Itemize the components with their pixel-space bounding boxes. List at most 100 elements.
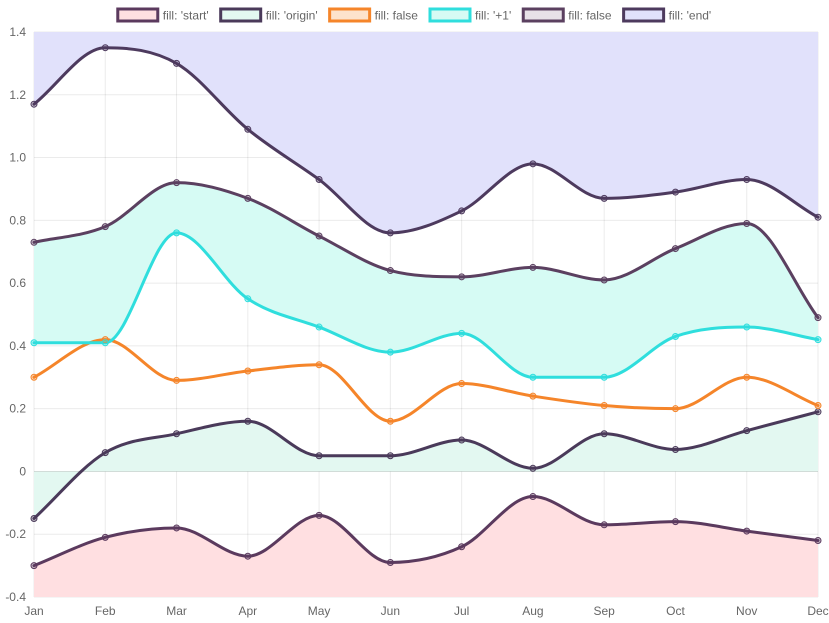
legend-label: fill: '+1' bbox=[475, 9, 511, 23]
data-point-series-1-apr[interactable] bbox=[244, 552, 252, 560]
x-tick-label: Sep bbox=[594, 604, 616, 618]
data-point-series-6-sep[interactable] bbox=[600, 194, 608, 202]
y-tick-label: 0 bbox=[19, 464, 26, 478]
data-point-series-3-jan[interactable] bbox=[30, 373, 38, 381]
x-tick-label: Jul bbox=[454, 604, 469, 618]
data-point-series-6-nov[interactable] bbox=[743, 176, 751, 184]
x-tick-label: Feb bbox=[95, 604, 116, 618]
legend-label: fill: 'start' bbox=[163, 9, 209, 23]
y-tick-label: 0.4 bbox=[9, 339, 26, 353]
data-point-series-1-dec[interactable] bbox=[814, 537, 822, 544]
legend-item-4[interactable]: fill: '+1' bbox=[428, 7, 511, 23]
data-point-series-6-feb[interactable] bbox=[101, 44, 109, 52]
data-point-series-6-may[interactable] bbox=[315, 176, 323, 184]
data-point-series-4-jan[interactable] bbox=[30, 339, 38, 347]
legend-item-5[interactable]: fill: false bbox=[521, 7, 612, 23]
data-point-series-1-jun[interactable] bbox=[386, 558, 394, 566]
legend-item-1[interactable]: fill: 'start' bbox=[116, 7, 209, 23]
data-point-series-5-jan[interactable] bbox=[30, 238, 38, 246]
data-point-series-4-mar[interactable] bbox=[173, 229, 181, 237]
data-point-series-6-oct[interactable] bbox=[671, 188, 679, 196]
legend-item-3[interactable]: fill: false bbox=[328, 7, 419, 23]
series-line-4 bbox=[32, 231, 820, 379]
data-point-series-3-jun[interactable] bbox=[386, 417, 394, 425]
data-point-series-1-mar[interactable] bbox=[173, 524, 181, 532]
y-tick-label: 1.2 bbox=[9, 88, 26, 102]
data-point-series-2-aug[interactable] bbox=[529, 464, 537, 472]
x-tick-label: Aug bbox=[522, 604, 543, 618]
data-point-series-3-aug[interactable] bbox=[529, 392, 537, 400]
area-fill-series-6 bbox=[34, 32, 818, 233]
data-point-series-1-aug[interactable] bbox=[529, 493, 537, 501]
legend-item-2[interactable]: fill: 'origin' bbox=[219, 7, 318, 23]
data-point-series-2-jul[interactable] bbox=[458, 436, 466, 444]
area-fill-series-1 bbox=[34, 496, 818, 597]
series-line-5 bbox=[32, 181, 820, 320]
data-point-series-2-jun[interactable] bbox=[386, 452, 394, 460]
data-point-series-1-sep[interactable] bbox=[600, 521, 608, 529]
data-point-series-6-dec[interactable] bbox=[814, 213, 822, 221]
area-fills bbox=[34, 32, 818, 597]
data-point-series-1-oct[interactable] bbox=[671, 518, 679, 526]
data-point-series-6-jun[interactable] bbox=[386, 229, 394, 237]
data-point-series-6-jul[interactable] bbox=[458, 207, 466, 215]
data-point-series-3-jul[interactable] bbox=[458, 380, 466, 388]
data-point-series-3-sep[interactable] bbox=[600, 402, 608, 410]
data-point-series-4-apr[interactable] bbox=[244, 295, 252, 303]
data-point-series-6-mar[interactable] bbox=[173, 59, 181, 67]
data-point-series-5-nov[interactable] bbox=[743, 219, 751, 227]
data-point-series-2-sep[interactable] bbox=[600, 430, 608, 438]
data-point-series-3-mar[interactable] bbox=[173, 376, 181, 384]
data-point-series-5-jul[interactable] bbox=[458, 273, 466, 281]
data-point-series-5-mar[interactable] bbox=[173, 179, 181, 187]
data-point-series-2-dec[interactable] bbox=[814, 408, 822, 416]
legend-swatch bbox=[328, 7, 372, 23]
data-point-series-5-jun[interactable] bbox=[386, 267, 394, 275]
data-point-series-4-sep[interactable] bbox=[600, 373, 608, 381]
data-point-series-2-may[interactable] bbox=[315, 452, 323, 460]
legend-swatch bbox=[116, 7, 160, 23]
data-point-series-1-feb[interactable] bbox=[101, 533, 109, 541]
data-point-series-4-oct[interactable] bbox=[671, 332, 679, 340]
data-point-series-4-dec[interactable] bbox=[814, 336, 822, 344]
data-point-series-5-oct[interactable] bbox=[671, 245, 679, 253]
data-point-series-6-aug[interactable] bbox=[529, 160, 537, 168]
data-point-series-6-jan[interactable] bbox=[30, 100, 38, 108]
data-point-series-2-mar[interactable] bbox=[173, 430, 181, 438]
data-point-series-3-dec[interactable] bbox=[814, 402, 822, 410]
data-point-series-4-jul[interactable] bbox=[458, 329, 466, 337]
data-point-series-3-oct[interactable] bbox=[671, 405, 679, 413]
data-point-series-1-jan[interactable] bbox=[30, 562, 38, 570]
data-point-series-2-apr[interactable] bbox=[244, 417, 252, 425]
data-point-series-5-may[interactable] bbox=[315, 232, 323, 240]
data-point-series-4-aug[interactable] bbox=[529, 373, 537, 381]
data-points bbox=[30, 44, 822, 570]
data-point-series-4-nov[interactable] bbox=[743, 323, 751, 331]
data-point-series-2-nov[interactable] bbox=[743, 427, 751, 435]
data-point-series-4-jun[interactable] bbox=[386, 348, 394, 356]
data-point-series-4-feb[interactable] bbox=[101, 339, 109, 347]
x-tick-label: Oct bbox=[666, 604, 685, 618]
data-point-series-4-may[interactable] bbox=[315, 323, 323, 331]
data-point-series-5-feb[interactable] bbox=[101, 223, 109, 231]
data-point-series-1-nov[interactable] bbox=[743, 527, 751, 535]
data-point-series-5-dec[interactable] bbox=[814, 314, 822, 322]
data-point-series-2-feb[interactable] bbox=[101, 449, 109, 457]
data-point-series-3-nov[interactable] bbox=[743, 373, 751, 381]
legend-item-6[interactable]: fill: 'end' bbox=[622, 7, 712, 23]
series-lines bbox=[32, 46, 820, 568]
data-point-series-3-may[interactable] bbox=[315, 361, 323, 369]
data-point-series-1-jul[interactable] bbox=[458, 543, 466, 551]
data-point-series-2-jan[interactable] bbox=[30, 515, 38, 523]
data-point-series-2-oct[interactable] bbox=[671, 445, 679, 453]
legend-swatch bbox=[219, 7, 263, 23]
x-tick-label: Mar bbox=[166, 604, 187, 618]
data-point-series-5-aug[interactable] bbox=[529, 263, 537, 271]
data-point-series-5-sep[interactable] bbox=[600, 276, 608, 284]
data-point-series-6-apr[interactable] bbox=[244, 125, 252, 133]
data-point-series-3-apr[interactable] bbox=[244, 367, 252, 375]
data-point-series-5-apr[interactable] bbox=[244, 194, 252, 202]
data-point-series-1-may[interactable] bbox=[315, 511, 323, 519]
area-fill-series-4 bbox=[34, 182, 818, 378]
